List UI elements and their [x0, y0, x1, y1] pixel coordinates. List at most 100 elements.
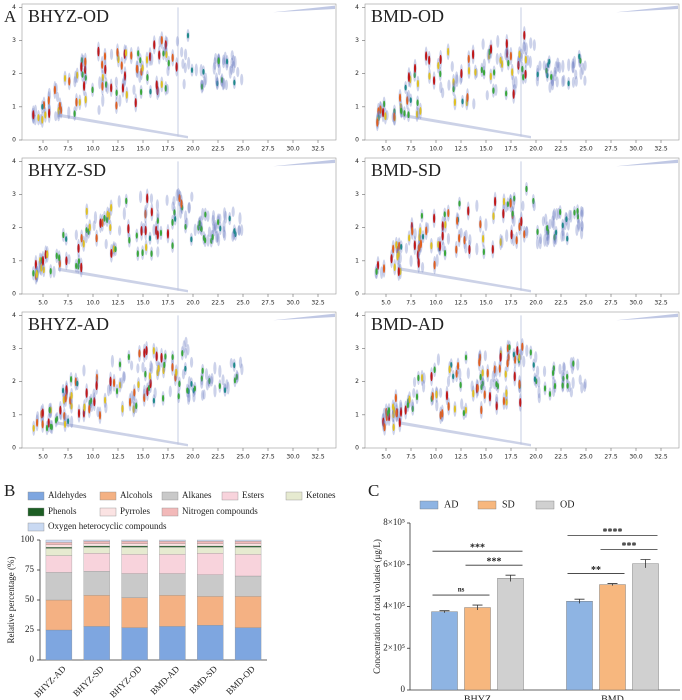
- peak-core: [437, 61, 440, 70]
- peak-halo: [580, 382, 584, 394]
- peak-core: [393, 112, 396, 121]
- x-tick-label: BMD-SD: [187, 663, 219, 695]
- peak-halo: [187, 376, 192, 389]
- peak-core: [157, 364, 160, 373]
- peak-core: [398, 241, 401, 250]
- peak-halo: [545, 236, 549, 248]
- x-tick-label: 20.0: [529, 146, 543, 153]
- peak-core: [138, 349, 141, 358]
- peak-halo: [175, 189, 179, 202]
- peak-core: [140, 88, 143, 96]
- x-tick-label: 7.5: [406, 300, 416, 307]
- y-axis-title: Concentration of total volaties (μg/L): [372, 539, 382, 674]
- peak-halo: [211, 214, 215, 226]
- peak-core: [458, 200, 461, 207]
- y-tick-label: 0: [355, 445, 359, 452]
- peak-core: [480, 66, 483, 74]
- panel-label: B: [4, 481, 15, 500]
- peak-core: [488, 391, 492, 402]
- x-tick-label: 7.5: [406, 146, 416, 153]
- y-tick-label: 1: [355, 257, 359, 264]
- peak-core: [186, 32, 190, 39]
- peak-halo: [190, 191, 194, 202]
- peak-halo: [380, 266, 384, 279]
- peak-core: [506, 201, 509, 208]
- peak-core: [479, 220, 482, 229]
- peak-core: [171, 362, 174, 372]
- peak-core: [153, 40, 156, 50]
- peak-core: [146, 74, 149, 82]
- peak-halo: [475, 199, 479, 212]
- y-tick-label: 4: [355, 4, 359, 11]
- peak-core: [447, 402, 450, 411]
- peak-core: [430, 242, 433, 250]
- peak-core: [184, 365, 187, 372]
- peak-core: [579, 57, 582, 64]
- peak-halo: [447, 79, 451, 91]
- peak-halo: [583, 60, 587, 71]
- x-tick-label: 22.5: [554, 454, 568, 461]
- peak-core: [392, 423, 395, 432]
- peak-core: [118, 361, 122, 368]
- peak-core: [210, 237, 213, 244]
- peak-core: [510, 229, 513, 240]
- peak-core: [383, 100, 386, 108]
- bar-segment: [197, 543, 224, 547]
- peak-halo: [73, 76, 77, 88]
- peak-halo: [543, 234, 547, 247]
- peak-core: [171, 218, 174, 226]
- y-tick-label: 4: [355, 312, 359, 319]
- legend-swatch: [27, 491, 45, 501]
- peak-core: [566, 373, 569, 380]
- peak-halo: [542, 365, 547, 377]
- error-bar: [439, 610, 450, 613]
- peak-halo: [141, 361, 145, 373]
- peak-core: [163, 361, 166, 369]
- peak-core: [101, 60, 104, 70]
- peak-core: [407, 72, 411, 83]
- peak-halo: [548, 82, 552, 93]
- x-tick-label: 10.0: [86, 146, 100, 153]
- peak-core: [433, 260, 436, 270]
- peak-halo: [512, 214, 516, 227]
- x-tick-label: 10.0: [429, 146, 443, 153]
- bar-segment: [234, 575, 262, 597]
- peak-core: [160, 352, 163, 363]
- x-tick-label: 15.0: [479, 146, 493, 153]
- x-tick-label: 15.0: [479, 454, 493, 461]
- peak-core: [521, 342, 524, 351]
- x-tick-label: 32.5: [654, 146, 668, 153]
- peak-core: [109, 224, 112, 232]
- peak-halo: [505, 229, 509, 242]
- peak-core: [439, 410, 442, 420]
- peak-halo: [581, 62, 585, 75]
- peak-core: [97, 46, 100, 57]
- peak-core: [437, 240, 440, 248]
- bar: [599, 584, 626, 691]
- peak-core: [85, 207, 88, 216]
- peak-halo: [236, 66, 240, 78]
- peak-core: [428, 55, 431, 65]
- peak-halo: [571, 376, 575, 389]
- legend-label: Ketones: [306, 490, 336, 500]
- peak-halo: [382, 407, 386, 419]
- peak-core: [164, 85, 167, 92]
- peak-core: [404, 84, 407, 91]
- peak-core: [511, 210, 514, 217]
- peak-core: [382, 264, 386, 274]
- peak-core: [578, 53, 581, 60]
- x-tick-label: 32.5: [654, 454, 668, 461]
- peak-core: [413, 72, 416, 79]
- x-tick-label: BMD-OD: [224, 663, 257, 696]
- peak-halo: [233, 55, 237, 69]
- top-streak: [273, 313, 335, 321]
- legend-swatch: [99, 491, 117, 501]
- error-bar: [574, 598, 585, 604]
- y-tick-label: 1: [12, 411, 16, 418]
- peak-core: [120, 61, 123, 70]
- peak-halo: [183, 48, 188, 61]
- peak-halo: [175, 36, 180, 47]
- peak-halo: [222, 207, 227, 221]
- peak-core: [512, 89, 515, 99]
- y-tick-label: 2: [12, 224, 16, 231]
